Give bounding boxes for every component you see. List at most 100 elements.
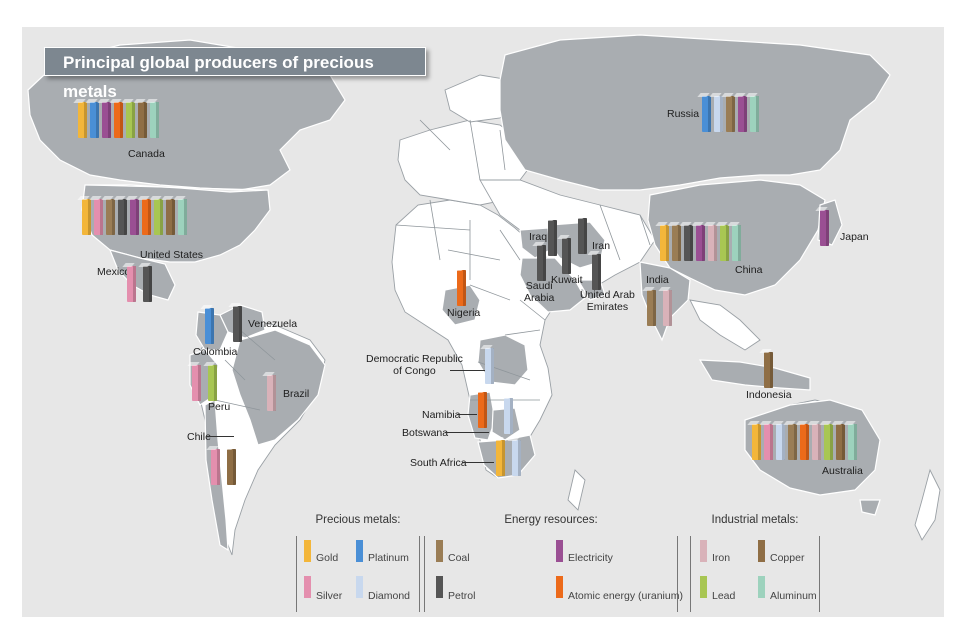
country-label-kuwait: Kuwait	[551, 274, 583, 286]
legend-item-platinum: Platinum	[368, 552, 409, 564]
chile-copper-bar	[227, 449, 236, 485]
country-label-botswana: Botswana	[402, 427, 449, 439]
russia-electricity-bar	[738, 96, 747, 132]
legend-item-aluminum: Aluminum	[770, 590, 817, 602]
country-label-iraq: Iraq	[529, 231, 548, 243]
legend-precious-title: Precious metals:	[315, 514, 401, 526]
electricity-swatch	[556, 540, 563, 562]
russia-diamond-bar	[714, 96, 723, 132]
legend-precious: Precious metals: Gold Platinum Silver Di…	[296, 512, 420, 612]
legend-industrial: Industrial metals: Iron Copper Lead Alum…	[690, 512, 820, 612]
chile-leader-line	[206, 436, 234, 437]
namibia-leader-line	[457, 414, 477, 415]
iran-petrol-bar	[578, 218, 587, 254]
canada-gold-bar	[78, 102, 87, 138]
china-electricity-bar	[696, 225, 705, 261]
chile-silver-bar	[211, 449, 220, 485]
south-africa-diamond-bar	[512, 440, 521, 476]
country-label-democratic-republic-of-congo: Democratic Republic of Congo	[366, 353, 463, 377]
democratic-republic-of-congo-diamond-bar	[485, 348, 494, 384]
australia-diamond-bar	[776, 424, 785, 460]
united-states-gold-bar	[82, 199, 91, 235]
country-label-chile: Chile	[187, 431, 211, 443]
country-label-indonesia: Indonesia	[746, 389, 792, 401]
gold-swatch	[304, 540, 311, 562]
kuwait-petrol-bar	[562, 238, 571, 274]
legend-item-petrol: Petrol	[448, 590, 476, 602]
nigeria-uranium-bar	[457, 270, 466, 306]
legend-energy-title: Energy resources:	[504, 514, 598, 526]
country-label-united-arab-emirates: United Arab Emirates	[580, 289, 635, 313]
canada-aluminum-bar	[150, 102, 159, 138]
united-states-coal-bar	[106, 199, 115, 235]
legend-precious-frame	[296, 536, 420, 612]
australia-silver-bar	[764, 424, 773, 460]
country-label-colombia: Colombia	[193, 346, 238, 358]
petrol-swatch	[436, 576, 443, 598]
united-states-copper-bar	[166, 199, 175, 235]
south-africa-gold-bar	[496, 440, 505, 476]
country-label-india: India	[646, 274, 669, 286]
brazil-iron-bar	[267, 375, 276, 411]
country-label-venezuela: Venezuela	[248, 318, 298, 330]
china-aluminum-bar	[732, 225, 741, 261]
australia-gold-bar	[752, 424, 761, 460]
lead-swatch	[700, 576, 707, 598]
map-title: Principal global producers of precious m…	[44, 47, 426, 101]
china-petrol-bar	[684, 225, 693, 261]
legend-energy: Energy resources: Coal Electricity Petro…	[424, 512, 683, 612]
russia-aluminum-bar	[750, 96, 759, 132]
peru-silver-bar	[192, 365, 201, 401]
country-label-united-states: United States	[140, 249, 204, 261]
indonesia-copper-bar	[764, 352, 773, 388]
canada-electricity-bar	[102, 102, 111, 138]
legend-item-gold: Gold	[316, 552, 339, 564]
legend-item-diamond: Diamond	[368, 590, 411, 602]
legend-item-lead: Lead	[712, 590, 736, 602]
canada-uranium-bar	[114, 102, 123, 138]
country-label-saudi-arabia: Saudi Arabia	[524, 280, 555, 304]
legend-industrial-title: Industrial metals:	[711, 514, 799, 526]
australia-aluminum-bar	[848, 424, 857, 460]
iraq-petrol-bar	[548, 220, 557, 256]
country-label-mexico: Mexico	[97, 266, 131, 278]
legend-item-coal: Coal	[448, 552, 470, 564]
country-label-russia: Russia	[667, 108, 700, 120]
iron-swatch	[700, 540, 707, 562]
country-borders	[84, 119, 651, 411]
colombia-platinum-bar	[205, 308, 214, 344]
silver-swatch	[304, 576, 311, 598]
saudi-arabia-petrol-bar	[537, 245, 546, 281]
china-lead-bar	[720, 225, 729, 261]
uranium-swatch	[556, 576, 563, 598]
country-label-australia: Australia	[822, 465, 863, 477]
country-label-japan: Japan	[840, 231, 869, 243]
south-africa-leader-line	[462, 462, 494, 463]
diamond-swatch	[356, 576, 363, 598]
copper-swatch	[758, 540, 765, 562]
country-label-south-africa: South Africa	[410, 457, 467, 469]
venezuela-petrol-bar	[233, 306, 242, 342]
india-iron-bar	[663, 290, 672, 326]
country-label-canada: Canada	[128, 148, 165, 160]
china-coal-bar	[672, 225, 681, 261]
aluminum-swatch	[758, 576, 765, 598]
legend-item-copper: Copper	[770, 552, 805, 564]
australia-iron-bar	[812, 424, 821, 460]
legend-item-electricity: Electricity	[568, 552, 613, 564]
legend: Precious metals: Gold Platinum Silver Di…	[296, 512, 708, 612]
russia-coal-bar	[726, 96, 735, 132]
canada-lead-bar	[126, 102, 135, 138]
botswana-diamond-bar	[504, 398, 513, 434]
peru-lead-bar	[208, 365, 217, 401]
canada-platinum-bar	[90, 102, 99, 138]
united-states-electricity-bar	[130, 199, 139, 235]
country-label-peru: Peru	[208, 401, 231, 413]
democratic-republic-of-congo-leader-line	[450, 370, 486, 371]
united-states-uranium-bar	[142, 199, 151, 235]
mexico-petrol-bar	[143, 266, 152, 302]
namibia-uranium-bar	[478, 392, 487, 428]
legend-energy-frame	[424, 536, 678, 612]
